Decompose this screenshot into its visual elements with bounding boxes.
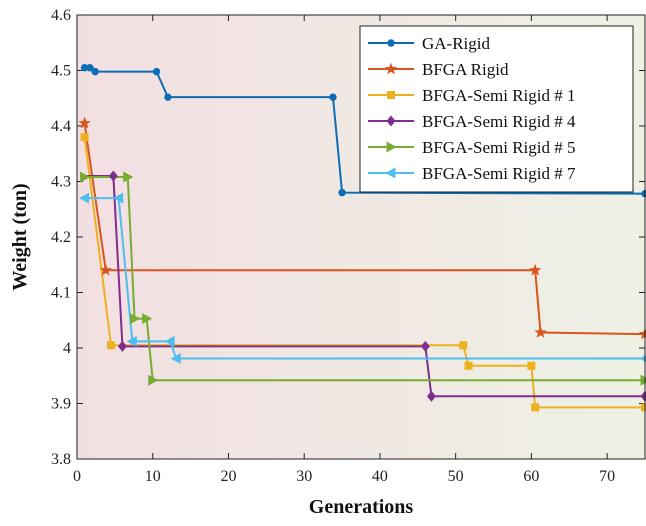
series-3-marker — [459, 341, 468, 350]
x-tick-label: 50 — [448, 468, 464, 485]
series-2-marker — [99, 263, 112, 276]
series-1-marker — [91, 67, 99, 76]
y-tick-label: 4.3 — [51, 174, 71, 191]
legend-label: BFGA Rigid — [422, 60, 509, 79]
legend-marker — [386, 115, 396, 127]
legend-label: BFGA-Semi Rigid # 4 — [422, 112, 576, 131]
series-5-marker — [148, 374, 159, 386]
legend-marker — [387, 39, 395, 47]
series-4-marker — [108, 170, 118, 182]
series-5-marker — [130, 313, 141, 325]
series-1-marker — [152, 67, 161, 76]
legend-entry: BFGA Rigid — [368, 60, 509, 79]
legend-entry: BFGA-Semi Rigid # 7 — [368, 164, 576, 183]
series-4-marker — [420, 340, 430, 352]
series-4-marker — [117, 340, 127, 352]
series-3-marker — [464, 361, 473, 370]
series-6-marker — [79, 192, 90, 204]
legend-marker — [385, 167, 396, 179]
x-axis-label: Generations — [309, 496, 414, 518]
series-2-marker — [638, 327, 646, 340]
x-tick-label: 10 — [145, 468, 161, 485]
x-tick-label: 60 — [523, 468, 539, 485]
series-1-marker — [86, 64, 94, 72]
series-2-marker — [534, 325, 547, 338]
legend-entry: BFGA-Semi Rigid # 4 — [368, 112, 576, 131]
series-1-marker — [338, 188, 346, 197]
series-6-marker — [170, 353, 181, 365]
series-3-marker — [527, 361, 536, 370]
series-line-5 — [84, 176, 645, 382]
series-3-marker — [531, 403, 540, 412]
y-tick-label: 4.5 — [51, 63, 71, 80]
series-3-marker — [641, 403, 646, 412]
x-tick-label: 20 — [220, 468, 236, 485]
series-2-marker — [78, 116, 91, 129]
y-tick-label: 4.2 — [51, 229, 71, 246]
y-axis-label: Weight (ton) — [9, 183, 31, 290]
y-tick-label: 3.8 — [51, 451, 71, 468]
plot-frame — [76, 14, 646, 460]
axis-ticks: 0 10 20 30 40 50 60 70 3.8 3.9 4 4.1 4.2 4.3 4.4 4.5 4.6 — [51, 7, 645, 485]
y-tick-label: 4.4 — [51, 118, 71, 135]
legend-marker — [387, 91, 395, 99]
y-tick-label: 3.9 — [51, 396, 71, 413]
legend-label: BFGA-Semi Rigid # 1 — [422, 86, 576, 105]
x-tick-label: 30 — [296, 468, 312, 485]
legend-entry: BFGA-Semi Rigid # 5 — [368, 138, 576, 157]
series-3-marker — [107, 341, 116, 350]
series-5-marker — [123, 171, 134, 183]
series-5-marker — [142, 313, 153, 325]
series-2-marker — [529, 263, 542, 276]
legend-label: BFGA-Semi Rigid # 7 — [422, 164, 576, 183]
series-6-marker — [113, 192, 124, 204]
legend-entry: BFGA-Semi Rigid # 1 — [368, 86, 576, 105]
legend-marker — [384, 62, 398, 75]
series-5-marker — [80, 171, 91, 183]
series-6-marker — [639, 354, 646, 363]
series-1-marker — [164, 93, 172, 101]
legend-label: GA-Rigid — [422, 34, 491, 53]
y-tick-label: 4 — [63, 340, 71, 357]
x-tick-label: 0 — [73, 468, 81, 485]
series-4-marker — [426, 390, 436, 402]
series-line-4 — [84, 174, 645, 398]
x-tick-label: 40 — [372, 468, 388, 485]
y-tick-label: 4.6 — [51, 7, 71, 24]
series-6-marker — [164, 335, 175, 347]
legend-box — [359, 25, 634, 193]
series-6-marker — [126, 335, 137, 347]
legend-marker — [386, 141, 397, 153]
series-1-marker — [329, 93, 337, 101]
legend-entry: GA-Rigid — [368, 34, 491, 53]
markers-layer — [78, 64, 646, 412]
x-tick-label: 70 — [599, 468, 615, 485]
y-tick-label: 4.1 — [51, 285, 71, 302]
legend: GA-Rigid BFGA Rigid BFGA-Semi Rigid # 1 BFG… — [359, 25, 634, 193]
series-3-marker — [80, 133, 89, 142]
series-line-6 — [84, 197, 645, 360]
legend-label: BFGA-Semi Rigid # 5 — [422, 138, 576, 157]
